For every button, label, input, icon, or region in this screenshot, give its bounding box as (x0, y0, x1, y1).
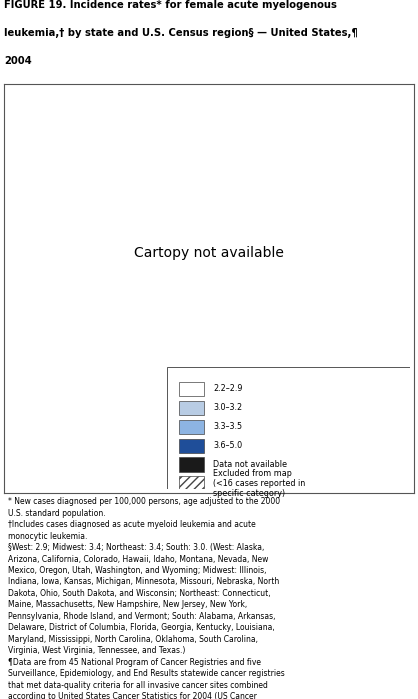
Text: FIGURE 19. Incidence rates* for female acute myelogenous: FIGURE 19. Incidence rates* for female a… (4, 0, 337, 10)
Text: 2004: 2004 (4, 57, 32, 66)
Bar (179, 458, 204, 472)
Text: Data not available: Data not available (213, 460, 287, 469)
Bar (179, 477, 204, 491)
Bar (179, 382, 204, 396)
Text: Excluded from map
(<16 cases reported in
specific category): Excluded from map (<16 cases reported in… (213, 468, 306, 498)
Text: Cartopy not available: Cartopy not available (134, 246, 284, 261)
Text: 2.2–2.9: 2.2–2.9 (213, 384, 243, 394)
Bar (179, 401, 204, 415)
Bar (179, 438, 204, 453)
Text: leukemia,† by state and U.S. Census region§ — United States,¶: leukemia,† by state and U.S. Census regi… (4, 28, 358, 38)
Text: 3.6–5.0: 3.6–5.0 (213, 441, 242, 450)
Text: 3.0–3.2: 3.0–3.2 (213, 403, 242, 412)
Text: 3.3–3.5: 3.3–3.5 (213, 422, 242, 431)
Text: * New cases diagnosed per 100,000 persons, age adjusted to the 2000
U.S. standar: * New cases diagnosed per 100,000 person… (8, 497, 288, 699)
Bar (179, 419, 204, 433)
